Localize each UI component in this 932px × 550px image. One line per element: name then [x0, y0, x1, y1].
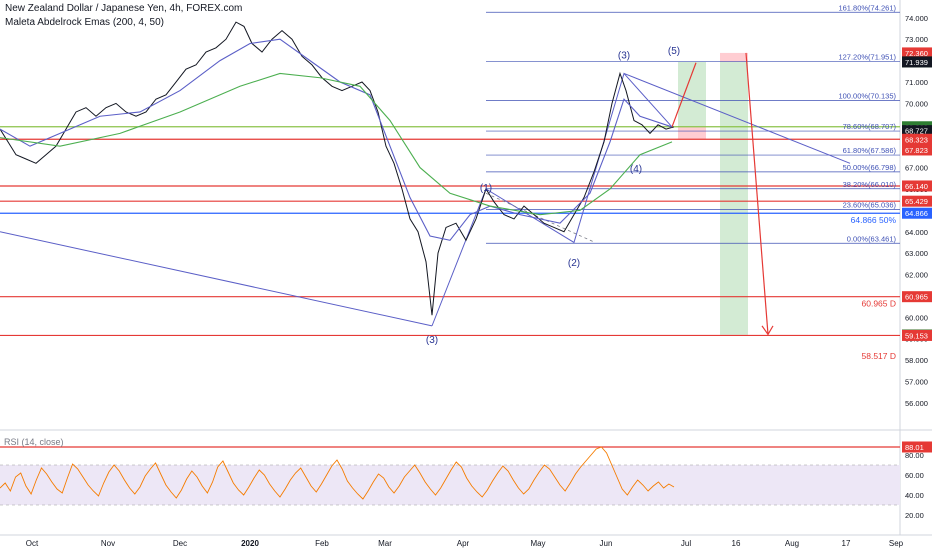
price-tag-bg-8 [902, 195, 932, 207]
fib-label-0: 161.80%(74.261) [838, 3, 896, 12]
x-tick-0: Oct [26, 539, 39, 548]
arrow-down [745, 52, 769, 335]
price-tag-bg-5 [902, 133, 932, 145]
price-tag-7: 66.140 [905, 182, 928, 191]
price-tag-5: 68.323 [905, 135, 928, 144]
trendline-upper [623, 72, 851, 164]
x-tick-4: Feb [315, 539, 329, 548]
level-annotation-1: 60.965 D [862, 299, 897, 309]
price-tag-12: 59.153 [905, 331, 928, 340]
x-tick-2: Dec [173, 539, 187, 548]
target-box-green-2 [720, 61, 748, 335]
symbol-title: New Zealand Dollar / Japanese Yen, 4h, F… [5, 3, 243, 14]
price-tag-bg-12 [902, 329, 932, 341]
price-tag-bg-4 [902, 125, 932, 137]
rsi-tick-3: 20.00 [905, 511, 924, 520]
wave-label-3: (3) [618, 50, 630, 61]
rsi-line [0, 446, 675, 500]
x-tick-9: Jul [681, 539, 691, 548]
price-tick-17: 57.000 [905, 377, 928, 386]
price-tick-4: 70.000 [905, 99, 928, 108]
price-tag-10: 60.965 [905, 293, 928, 302]
price-tag-8: 65.429 [905, 197, 928, 206]
level-annotation-2: 58.517 D [862, 351, 897, 361]
price-line [0, 21, 675, 316]
rsi-tick-2: 40.00 [905, 491, 924, 500]
level-annotation-0: 64.866 50% [851, 215, 897, 225]
rsi-tag-bg [902, 441, 932, 453]
x-tick-3: 2020 [241, 539, 259, 548]
ema-slow-line [0, 72, 673, 216]
price-tick-0: 74.000 [905, 14, 928, 23]
price-tag-bg-10 [902, 291, 932, 303]
wave-label-2: (3) [426, 335, 438, 346]
trendline-dashed [485, 192, 596, 243]
price-tag-bg-6 [902, 144, 932, 156]
price-tick-7: 67.000 [905, 164, 928, 173]
price-tick-1: 73.000 [905, 35, 928, 44]
x-tick-1: Nov [101, 539, 115, 548]
arrow-up [671, 62, 697, 128]
x-tick-12: 17 [842, 539, 851, 548]
fib-label-1: 127.20%(71.951) [838, 53, 896, 62]
wave-label-1: (2) [568, 258, 580, 269]
price-tick-12: 62.000 [905, 271, 928, 280]
price-tag-bg-7 [902, 180, 932, 192]
stop-box-red [678, 126, 706, 140]
price-tag-0: 72.360 [905, 49, 928, 58]
price-tag-2: 71.939 [905, 58, 928, 67]
price-tag-9: 64.866 [905, 209, 928, 218]
stop-box-red-2 [720, 52, 748, 62]
price-tick-16: 58.000 [905, 356, 928, 365]
wave-label-4: (4) [630, 164, 642, 175]
x-tick-11: Aug [785, 539, 799, 548]
rsi-tick-1: 60.00 [905, 471, 924, 480]
price-tag-bg-2 [902, 56, 932, 68]
price-tick-3: 71.000 [905, 78, 928, 87]
price-tick-11: 63.000 [905, 249, 928, 258]
fib-label-2: 100.00%(70.135) [838, 92, 896, 101]
wave-path [431, 72, 673, 327]
indicator-title: Maleta Abdelrock Emas (200, 4, 50) [5, 17, 164, 28]
x-tick-6: Apr [457, 539, 470, 548]
fib-label-8: 0.00%(63.461) [847, 234, 897, 243]
price-tag-4: 68.727 [905, 127, 928, 136]
fib-label-5: 50.00%(66.798) [843, 163, 897, 172]
x-tick-8: Jun [600, 539, 613, 548]
x-tick-10: 16 [732, 539, 741, 548]
fib-label-7: 23.60%(65.036) [843, 201, 897, 210]
fib-label-4: 61.80%(67.586) [843, 146, 897, 155]
target-box-green [678, 61, 706, 127]
wave-label-0: (1) [480, 183, 492, 194]
price-tick-18: 56.000 [905, 399, 928, 408]
x-tick-13: Sep [889, 539, 904, 548]
ema-fast-line [0, 38, 673, 241]
arrow-down-head [761, 325, 774, 336]
price-tag-6: 67.823 [905, 146, 928, 155]
price-tick-10: 64.000 [905, 228, 928, 237]
fib-label-6: 38.20%(66.010) [843, 180, 897, 189]
trendline-lower [0, 231, 433, 327]
price-tag-bg-9 [902, 207, 932, 219]
price-tag-bg-0 [902, 47, 932, 59]
rsi-tick-0: 80.00 [905, 451, 924, 460]
price-tick-14: 60.000 [905, 313, 928, 322]
x-tick-7: May [530, 539, 545, 548]
rsi-title: RSI (14, close) [4, 437, 64, 447]
x-tick-5: Mar [378, 539, 392, 548]
rsi-tag: 88.01 [905, 443, 924, 452]
wave-label-5: (5) [668, 46, 680, 57]
fib-label-3: 78.60%(68.707) [843, 122, 897, 131]
